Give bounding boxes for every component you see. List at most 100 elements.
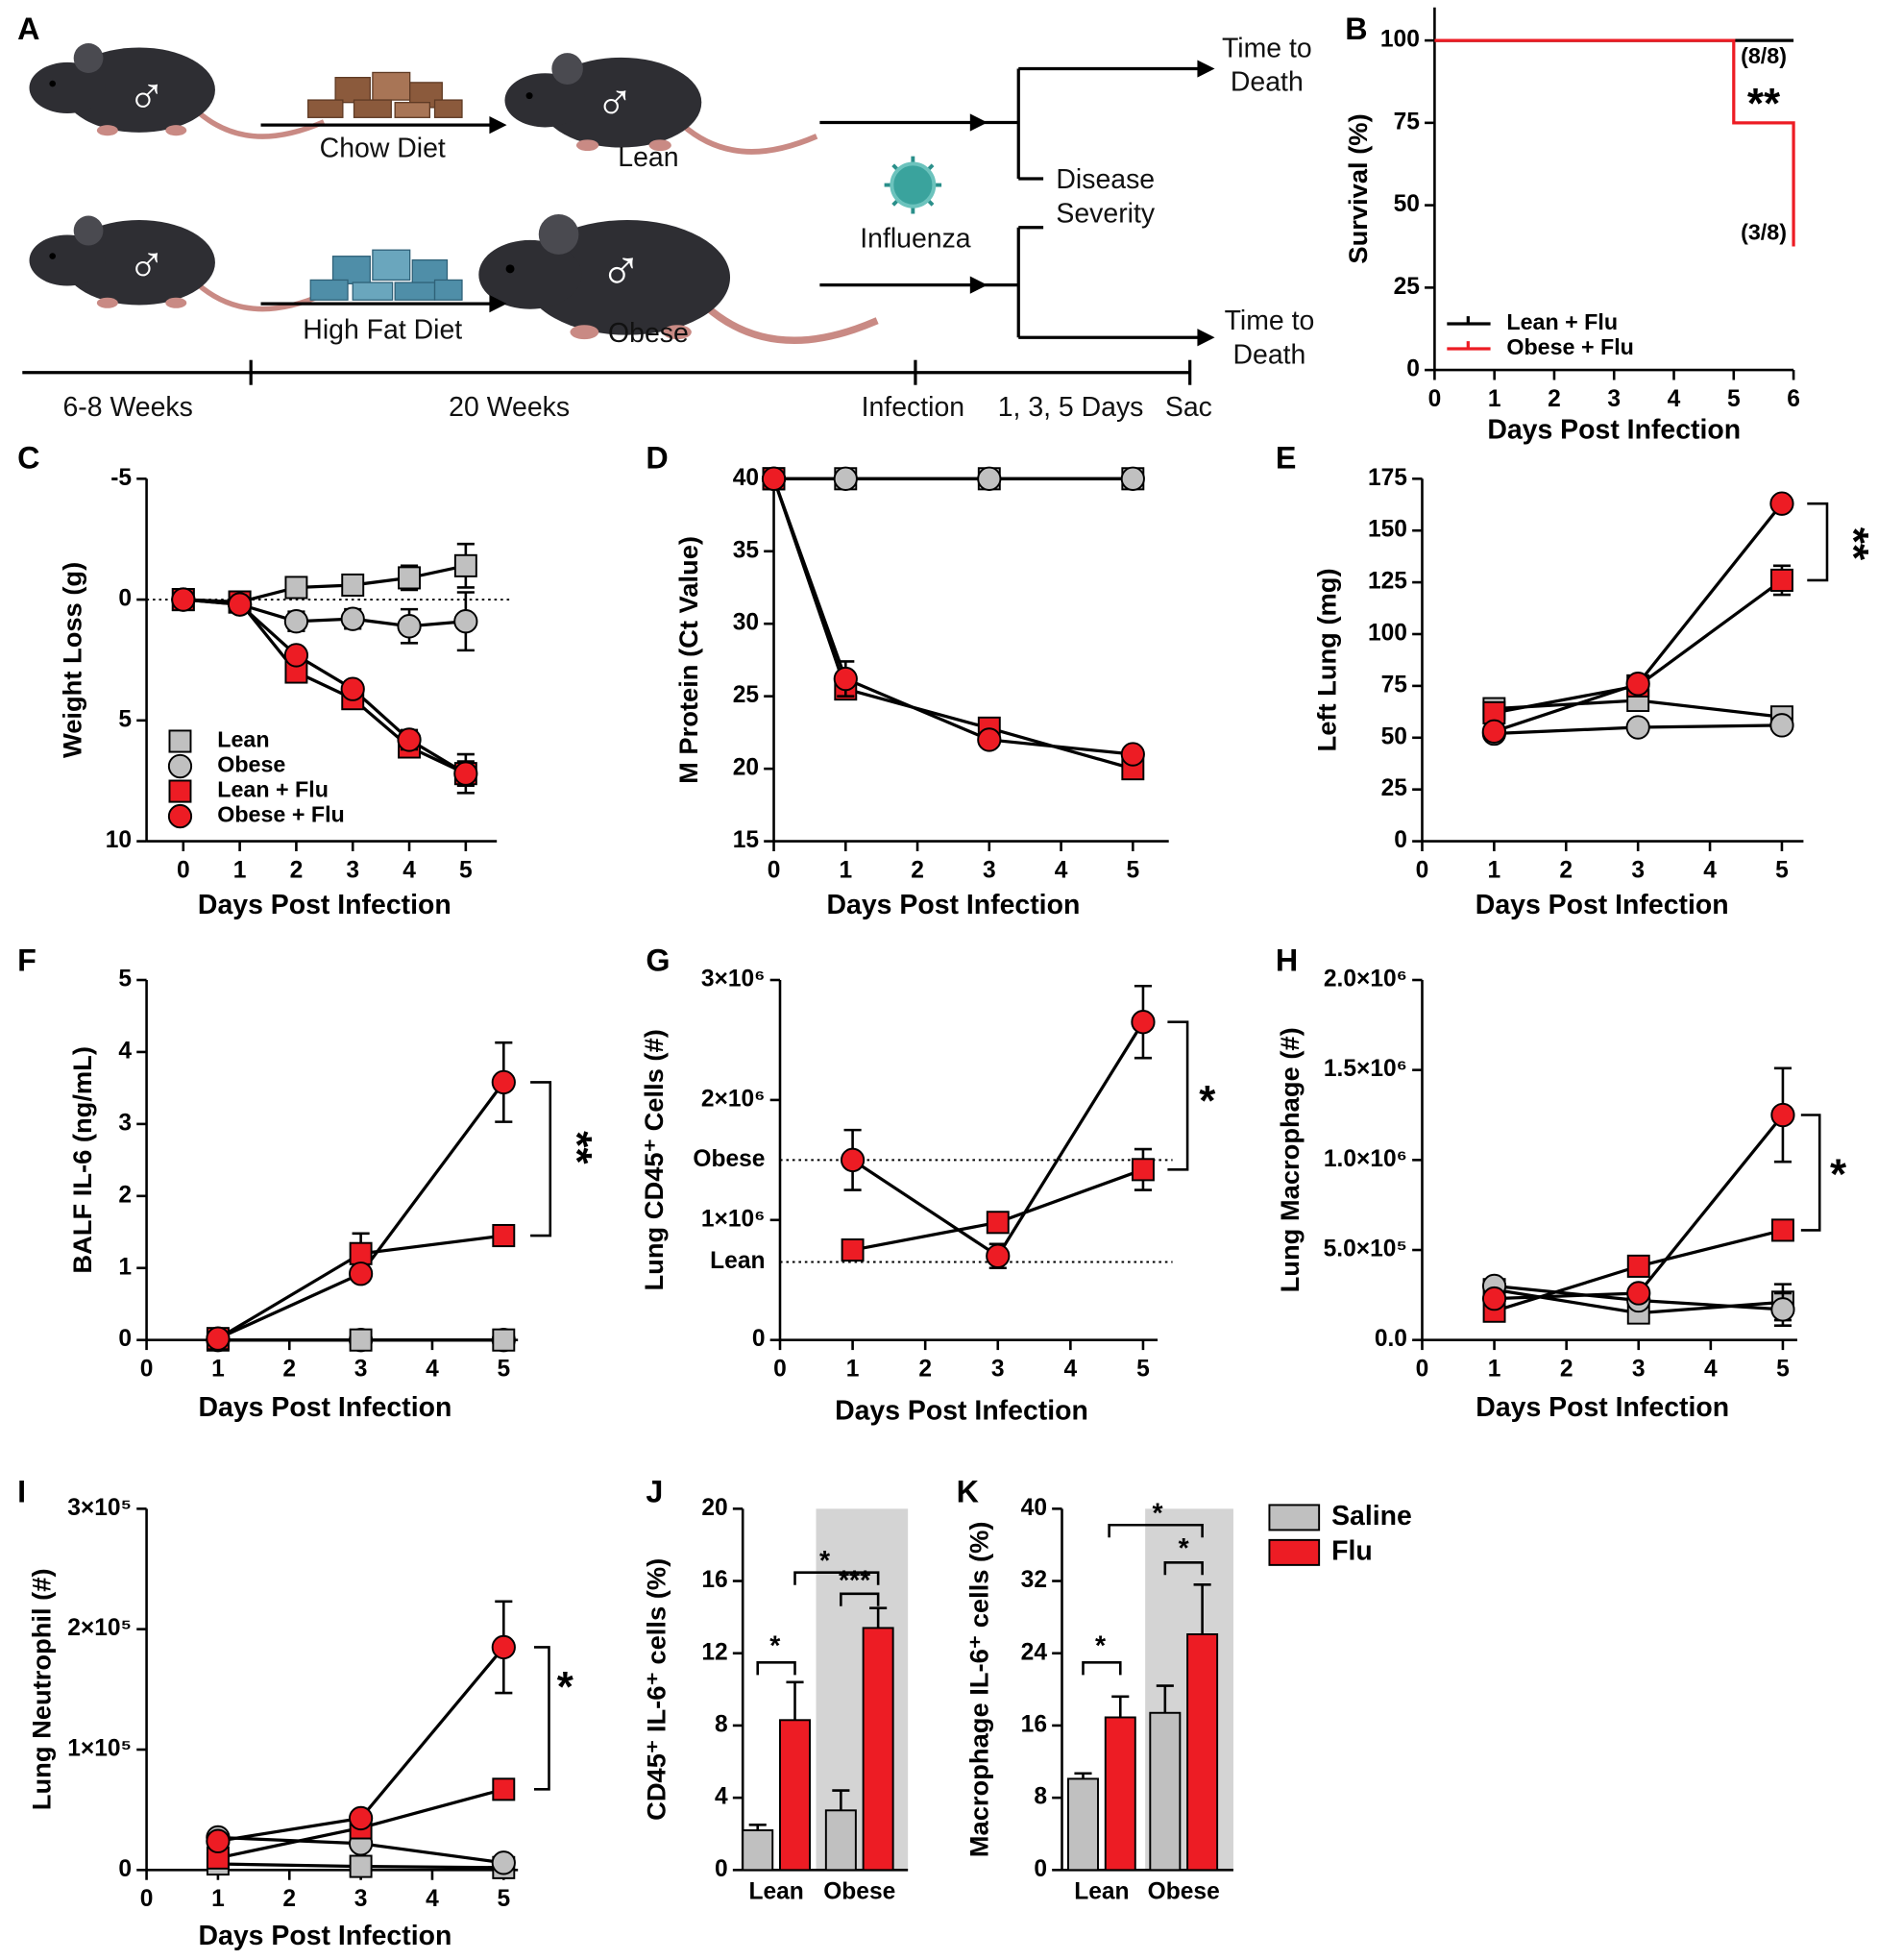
y-tick-label: 25 xyxy=(1381,775,1408,801)
panel-letter: E xyxy=(1276,440,1297,475)
x-tick-label: 2 xyxy=(1559,857,1573,883)
y-tick-label: 25 xyxy=(1394,274,1421,300)
marker xyxy=(492,1777,516,1801)
annotation: (3/8) xyxy=(1741,219,1787,244)
bar xyxy=(742,1828,774,1872)
x-tick-label: 1 xyxy=(839,857,852,883)
male-symbol: ♂ xyxy=(127,66,166,125)
significance-bracket xyxy=(1167,1020,1189,1171)
marker xyxy=(492,1223,516,1248)
male-symbol: ♂ xyxy=(127,235,166,294)
y-tick-label: 2.0×10⁶ xyxy=(1324,966,1407,992)
legend-swatch xyxy=(167,803,193,829)
series-line xyxy=(183,564,467,604)
y-axis-title: Lung Macrophage (#) xyxy=(1275,1027,1305,1292)
y-axis-title: Weight Loss (g) xyxy=(58,562,87,758)
x-tick-label: 0 xyxy=(768,857,781,883)
x-tick-label: Lean xyxy=(748,1878,803,1904)
y-tick-label: 50 xyxy=(1394,191,1420,217)
timeline-label: Infection xyxy=(862,392,964,423)
marker xyxy=(761,466,787,491)
x-tick-label: 4 xyxy=(1703,857,1717,883)
x-tick-label: 1 xyxy=(1488,1356,1501,1382)
mouse xyxy=(504,53,817,152)
y-tick-label: 5.0×10⁵ xyxy=(1324,1236,1407,1262)
significance-bracket xyxy=(1163,1560,1204,1576)
x-tick-label: 0 xyxy=(140,1356,154,1382)
panel-letter: B xyxy=(1345,12,1367,46)
marker xyxy=(453,761,478,786)
marker xyxy=(1770,1102,1795,1128)
significance-bracket xyxy=(793,1571,880,1585)
marker xyxy=(397,727,422,752)
marker xyxy=(491,1850,516,1875)
y-axis-title: BALF IL-6 (ng/mL) xyxy=(67,1046,97,1274)
panel-letter: G xyxy=(646,943,670,977)
marker xyxy=(1120,466,1145,491)
x-tick-label: 4 xyxy=(426,1356,439,1382)
marker xyxy=(349,1805,374,1831)
y-tick-label: 32 xyxy=(1021,1567,1047,1593)
y-tick-label: 100 xyxy=(1368,620,1407,646)
x-tick-label: 1 xyxy=(233,857,247,883)
x-tick-label: 2 xyxy=(282,1886,296,1912)
y-tick-label: 16 xyxy=(701,1567,727,1593)
x-tick-label: 5 xyxy=(1136,1356,1150,1382)
y-axis-title: Lung CD45⁺ Cells (#) xyxy=(639,1029,669,1290)
marker xyxy=(1131,1010,1156,1035)
series-line xyxy=(1434,38,1795,247)
diet-label: Chow Diet xyxy=(320,134,446,164)
y-tick-label: 24 xyxy=(1021,1639,1048,1665)
outcome: Time to xyxy=(1225,306,1315,336)
marker xyxy=(283,609,309,634)
y-tick-label: 25 xyxy=(733,682,760,708)
legend-label: Obese + Flu xyxy=(1506,334,1633,359)
x-tick-label: 2 xyxy=(282,1356,296,1382)
x-tick-label: 2 xyxy=(911,857,924,883)
mouse xyxy=(30,216,325,309)
y-tick-label: 40 xyxy=(1021,1495,1047,1521)
annotation: ** xyxy=(553,1131,600,1164)
chow-food xyxy=(307,71,463,118)
y-axis-title: CD45⁺ IL-6⁺ cells (%) xyxy=(642,1558,671,1821)
legend-swatch xyxy=(167,753,193,779)
marker xyxy=(986,1211,1010,1235)
y-tick-label: 175 xyxy=(1368,465,1407,491)
x-axis-title: Days Post Infection xyxy=(835,1396,1088,1427)
annotation: * xyxy=(1179,1533,1190,1564)
y-tick-label: 1.5×10⁶ xyxy=(1324,1056,1407,1082)
y-tick-label: 2 xyxy=(118,1182,132,1208)
y-tick-label: 30 xyxy=(733,610,759,636)
legend-swatch xyxy=(1447,316,1491,326)
marker xyxy=(977,727,1002,752)
timeline-label: 20 Weeks xyxy=(449,392,570,423)
y-tick-label: 3×10⁵ xyxy=(67,1495,132,1521)
error-bar xyxy=(1074,1772,1092,1779)
virus xyxy=(884,156,942,214)
x-tick-label: 4 xyxy=(1668,386,1681,412)
y-tick-label: 2×10⁶ xyxy=(701,1086,766,1112)
marker xyxy=(1770,1218,1794,1242)
marker xyxy=(206,1326,231,1351)
annotation: * xyxy=(769,1630,781,1661)
hfd-food xyxy=(309,249,463,301)
legend-label: Saline xyxy=(1331,1501,1412,1531)
outcome: Disease xyxy=(1056,164,1155,195)
y-tick-label: 0 xyxy=(1394,827,1407,853)
x-tick-label: 0 xyxy=(1416,857,1429,883)
x-axis-title: Days Post Infection xyxy=(1476,1392,1729,1423)
annotation: ** xyxy=(1830,527,1877,561)
marker xyxy=(1626,1281,1651,1306)
legend-label: Obese + Flu xyxy=(217,802,344,827)
series-line xyxy=(772,478,1134,756)
annotation: * xyxy=(1199,1077,1216,1124)
marker xyxy=(284,576,308,600)
x-tick-label: 0 xyxy=(773,1356,787,1382)
marker xyxy=(1481,719,1506,745)
annotation: * xyxy=(557,1664,574,1711)
arrowheads xyxy=(489,60,1215,347)
marker xyxy=(171,587,196,612)
y-tick-label: 3 xyxy=(118,1110,132,1136)
legend-swatch xyxy=(1268,1538,1321,1566)
error-bar xyxy=(1193,1582,1211,1634)
